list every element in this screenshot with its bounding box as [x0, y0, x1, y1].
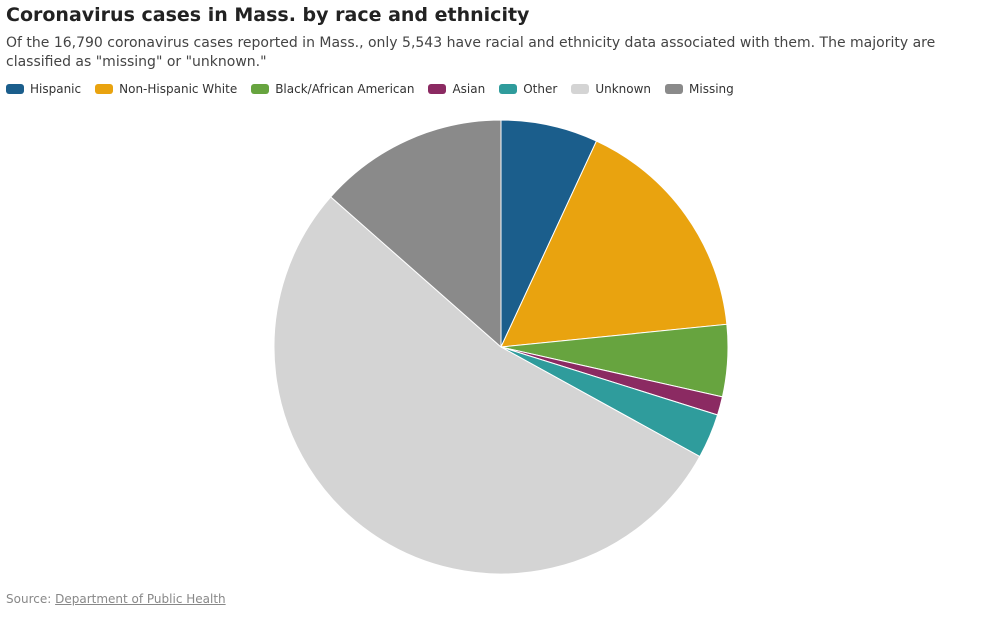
- source-label: Source:: [6, 592, 52, 606]
- legend-item: Black/African American: [251, 82, 414, 96]
- legend-label: Other: [523, 82, 558, 96]
- legend-swatch: [251, 84, 270, 94]
- chart-subtitle: Of the 16,790 coronavirus cases reported…: [6, 35, 936, 70]
- legend-item: Hispanic: [6, 82, 81, 96]
- legend-swatch: [665, 84, 684, 94]
- pie-slice: [273, 196, 701, 575]
- legend-item: Non-Hispanic White: [95, 82, 237, 96]
- legend-label: Asian: [452, 82, 486, 96]
- legend-label: Hispanic: [30, 82, 82, 96]
- legend-label: Unknown: [595, 82, 652, 96]
- legend-swatch: [428, 84, 447, 94]
- legend-label: Black/African American: [275, 82, 415, 96]
- legend: Hispanic Non-Hispanic White Black/African …: [6, 82, 734, 96]
- chart-title: Coronavirus cases in Mass. by race and e…: [6, 4, 530, 26]
- pie-slice: [500, 140, 728, 348]
- legend-item: Other: [499, 82, 557, 96]
- legend-swatch: [499, 84, 518, 94]
- legend-item: Missing: [665, 82, 734, 96]
- source: Source: Department of Public Health: [6, 592, 226, 606]
- pie-slice: [329, 119, 502, 349]
- legend-label: Non-Hispanic White: [119, 82, 238, 96]
- legend-item: Asian: [428, 82, 485, 96]
- legend-item: Unknown: [571, 82, 651, 96]
- legend-swatch: [6, 84, 24, 94]
- legend-label: Missing: [689, 82, 734, 96]
- source-link[interactable]: Department of Public Health: [55, 592, 226, 606]
- legend-swatch: [571, 84, 590, 94]
- legend-swatch: [95, 84, 114, 94]
